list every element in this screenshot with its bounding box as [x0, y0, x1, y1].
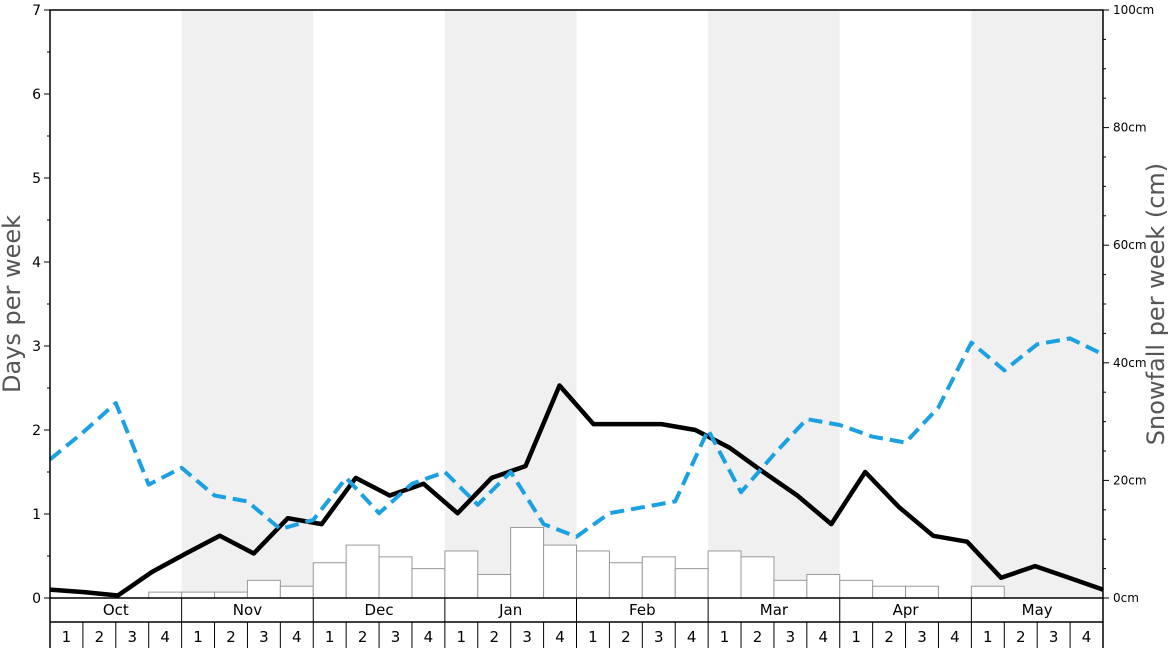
snowfall-bar [181, 591, 216, 599]
week-label: 2 [753, 628, 763, 646]
week-label: 3 [654, 628, 664, 646]
month-label-apr: Apr [893, 601, 920, 619]
right-axis: 0cm 20cm 40cm 60cm 80cm 100cm [1103, 3, 1154, 605]
week-label: 3 [391, 628, 401, 646]
snowfall-bar [378, 556, 413, 599]
snowfall-bar [641, 556, 676, 599]
month-label-jan: Jan [498, 601, 522, 619]
snowfall-bar [608, 562, 643, 599]
month-label-may: May [1022, 601, 1053, 619]
dashed-line-series [48, 336, 1104, 539]
week-label: 2 [621, 628, 631, 646]
snowfall-bar [707, 550, 742, 599]
right-tick-label: 0cm [1113, 591, 1139, 605]
left-tick-label: 3 [32, 339, 41, 355]
solid-line-series [49, 383, 1104, 598]
snowfall-bar [806, 573, 841, 599]
week-axis-row: 1 2 3 4 1 2 3 4 1 2 3 4 1 2 3 4 1 2 3 4 1 2 3 4 1 2 3 4 1 2 3 4 [62, 622, 1092, 648]
right-tick-label: 40cm [1113, 356, 1147, 370]
right-tick-label: 20cm [1113, 473, 1147, 487]
week-label: 1 [720, 628, 730, 646]
week-label: 3 [917, 628, 927, 646]
snowfall-bar [214, 591, 248, 599]
snowfall-bar [576, 550, 610, 599]
left-axis-title: Days per week [0, 215, 26, 393]
week-label: 2 [1016, 628, 1026, 646]
week-label: 1 [983, 628, 993, 646]
month-band-mar [708, 10, 840, 598]
days-lines [48, 336, 1104, 598]
month-label-nov: Nov [233, 601, 262, 619]
week-label: 2 [358, 628, 368, 646]
snowfall-bar [510, 526, 545, 599]
snowfall-bar [543, 544, 577, 599]
week-label: 1 [588, 628, 598, 646]
snowfall-bar [411, 568, 446, 599]
week-label: 1 [193, 628, 203, 646]
snowfall-bar [477, 573, 512, 599]
month-label-feb: Feb [629, 601, 656, 619]
snowfall-bar [444, 550, 479, 599]
month-label-dec: Dec [365, 601, 394, 619]
right-tick-label: 60cm [1113, 238, 1147, 252]
week-label: 3 [522, 628, 532, 646]
snowfall-bar [246, 579, 281, 599]
week-label: 4 [1082, 628, 1092, 646]
month-band-may [971, 10, 1103, 598]
snowfall-bar [674, 568, 709, 599]
week-label: 4 [160, 628, 170, 646]
snowfall-bar [279, 585, 314, 599]
week-label: 1 [851, 628, 861, 646]
week-label: 4 [687, 628, 697, 646]
month-label-oct: Oct [103, 601, 129, 619]
snowfall-bar [345, 544, 380, 599]
month-band-jan [444, 10, 577, 598]
snowfall-bar [740, 556, 775, 599]
left-tick-label: 2 [32, 423, 41, 439]
week-label: 3 [1049, 628, 1059, 646]
left-tick-label: 7 [32, 3, 41, 19]
week-label: 3 [786, 628, 796, 646]
right-axis-title: Snowfall per week (cm) [1142, 163, 1168, 445]
week-label: 2 [884, 628, 894, 646]
month-shading-bands [181, 10, 1103, 598]
week-label: 4 [555, 628, 565, 646]
snowfall-bar [148, 591, 183, 599]
week-label: 3 [127, 628, 137, 646]
left-tick-label: 0 [32, 591, 41, 607]
month-band-nov [181, 10, 314, 598]
snowfall-bar [872, 585, 907, 599]
week-label: 4 [424, 628, 434, 646]
right-tick-label: 100cm [1113, 3, 1154, 17]
week-label: 1 [62, 628, 72, 646]
week-label: 4 [292, 628, 302, 646]
month-label-mar: Mar [760, 601, 789, 619]
week-label: 2 [95, 628, 105, 646]
left-tick-label: 6 [32, 87, 41, 103]
left-axis: 0 1 2 3 4 5 6 7 [32, 3, 50, 607]
week-label: 4 [950, 628, 960, 646]
week-label: 1 [457, 628, 467, 646]
right-tick-label: 80cm [1113, 121, 1147, 135]
left-tick-label: 1 [32, 507, 41, 523]
week-label: 4 [819, 628, 829, 646]
week-label: 3 [259, 628, 269, 646]
snowfall-bar [905, 585, 939, 599]
snowfall-bar [839, 579, 874, 599]
snowfall-bar [773, 579, 808, 599]
left-tick-label: 4 [32, 255, 41, 271]
week-label: 1 [325, 628, 335, 646]
week-label: 2 [226, 628, 236, 646]
snowfall-bar [312, 562, 347, 599]
left-tick-label: 5 [32, 171, 41, 187]
snowfall-bar [970, 585, 1005, 599]
week-label: 2 [489, 628, 499, 646]
snowfall-bars [148, 526, 1005, 599]
